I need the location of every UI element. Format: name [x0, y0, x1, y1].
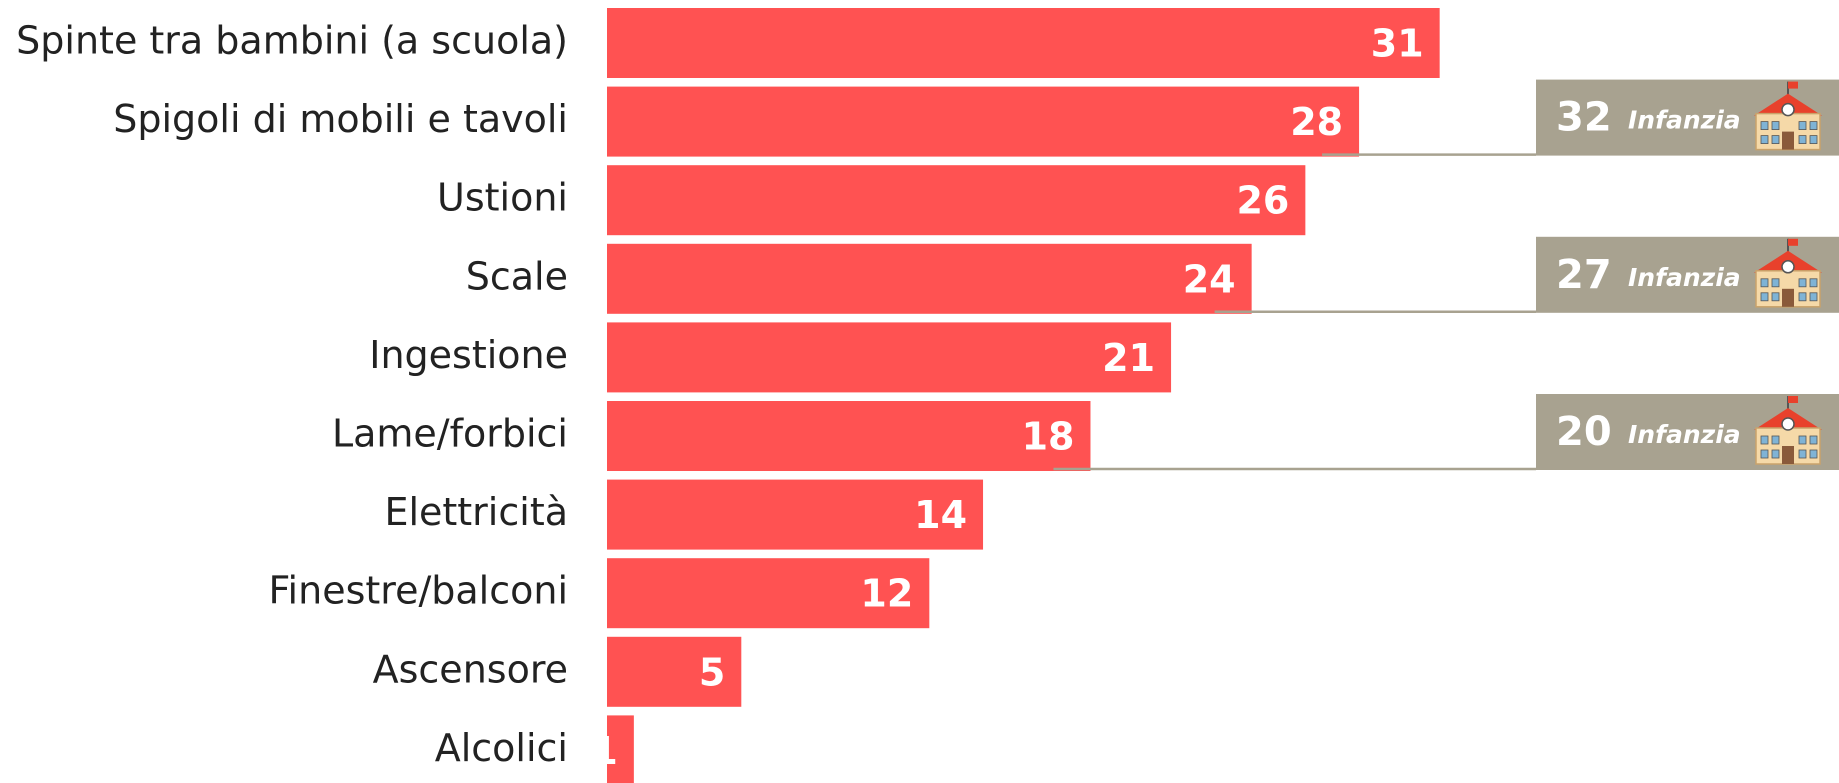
clock [1781, 260, 1795, 274]
value-label: 28 [1290, 100, 1343, 144]
window [1771, 135, 1780, 144]
bar [607, 479, 984, 550]
bar [607, 86, 1360, 157]
school-icon [1754, 81, 1822, 151]
school-icon [1754, 238, 1822, 308]
value-label: 26 [1236, 179, 1289, 223]
window [1771, 121, 1780, 130]
window [1771, 278, 1780, 288]
clock [1781, 102, 1795, 117]
window [1809, 135, 1818, 144]
window [1809, 292, 1818, 302]
value-label: 5 [699, 650, 725, 694]
window [1760, 135, 1769, 144]
window [1798, 435, 1807, 445]
school-icon [1754, 396, 1822, 465]
bar [607, 558, 930, 629]
annotation-value: 20 [1556, 409, 1612, 455]
window [1771, 435, 1780, 445]
window [1771, 449, 1780, 459]
window [1798, 449, 1807, 459]
category-label: Alcolici [435, 726, 568, 770]
value-label: 14 [914, 493, 967, 537]
window [1798, 135, 1807, 144]
category-label: Lame/forbici [332, 412, 568, 456]
window [1760, 278, 1769, 288]
value-label: 12 [860, 572, 913, 616]
flag [1788, 238, 1798, 246]
value-label: 31 [1371, 22, 1424, 66]
flag [1788, 396, 1798, 403]
category-label: Ingestione [369, 333, 568, 377]
bar [607, 8, 1440, 78]
category-label: Ascensore [373, 647, 568, 691]
bar [607, 636, 742, 707]
door [1782, 131, 1794, 150]
window [1798, 292, 1807, 302]
door [1782, 288, 1794, 307]
category-label: Ustioni [437, 176, 568, 220]
bar [607, 715, 634, 783]
door [1782, 446, 1794, 464]
bar [607, 165, 1306, 236]
window [1798, 278, 1807, 288]
value-label: 21 [1102, 336, 1155, 380]
value-label: 18 [1022, 415, 1075, 459]
annotation-label: Infanzia [1628, 263, 1741, 292]
window [1809, 449, 1818, 459]
annotation-value: 27 [1556, 252, 1612, 298]
window [1760, 292, 1769, 302]
annotation-label: Infanzia [1628, 106, 1741, 135]
category-label: Spigoli di mobili e tavoli [113, 97, 568, 141]
category-label: Elettricità [384, 490, 568, 534]
category-label: Scale [466, 254, 568, 298]
annotation-value: 32 [1556, 95, 1612, 141]
window [1760, 121, 1769, 130]
value-label: 1 [591, 729, 617, 773]
bar [607, 243, 1252, 314]
bar [607, 401, 1091, 471]
flag [1788, 81, 1798, 89]
bar [607, 322, 1172, 393]
category-label: Spinte tra bambini (a scuola) [16, 19, 568, 63]
window [1771, 292, 1780, 302]
window [1760, 449, 1769, 459]
clock [1781, 417, 1795, 431]
window [1809, 278, 1818, 288]
category-label: Finestre/balconi [268, 569, 568, 613]
annotation-label: Infanzia [1628, 420, 1741, 449]
window [1809, 121, 1818, 130]
value-label: 24 [1183, 257, 1236, 301]
window [1798, 121, 1807, 130]
window [1809, 435, 1818, 445]
window [1760, 435, 1769, 445]
